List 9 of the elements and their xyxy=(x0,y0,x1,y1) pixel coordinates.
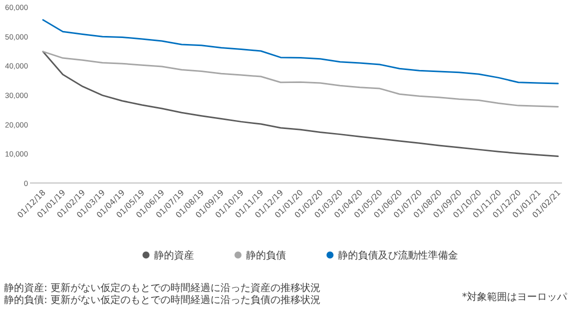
line-series xyxy=(42,50,559,108)
text: 静的資産: 更新がない仮定のもとでの時間経過に沿った資産の推移状況 xyxy=(4,282,321,294)
legend-label: 静的負債及び流動性準備金 xyxy=(338,250,458,262)
text: *対象範囲はヨーロッパ xyxy=(462,291,568,303)
legend-label: 静的資産 xyxy=(154,250,194,262)
line-series xyxy=(42,50,559,158)
legend-label: 静的負債 xyxy=(246,250,286,262)
line-series xyxy=(42,19,559,84)
text: 静的負債: 更新がない仮定のもとでの時間経過に沿った負債の推移状況 xyxy=(4,294,321,306)
